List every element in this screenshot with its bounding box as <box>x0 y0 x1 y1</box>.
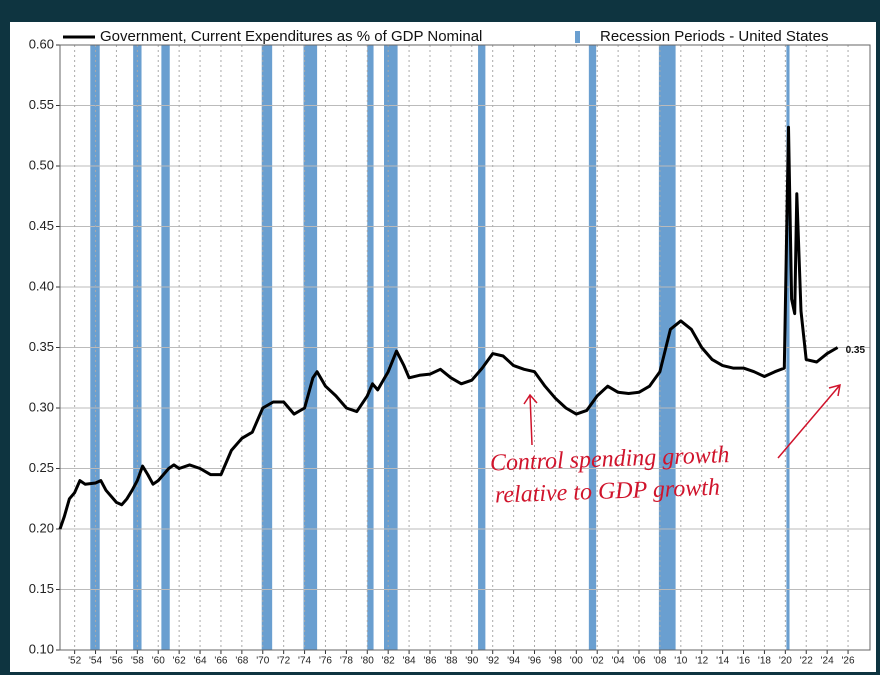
x-tick-label: '64 <box>194 656 207 667</box>
x-tick-label: '22 <box>800 656 813 667</box>
x-tick-label: '96 <box>528 656 541 667</box>
x-tick-label: '52 <box>68 656 81 667</box>
x-tick-label: '00 <box>570 656 583 667</box>
x-tick-label: '14 <box>716 656 729 667</box>
x-tick-label: '72 <box>277 656 290 667</box>
x-tick-label: '60 <box>152 656 165 667</box>
x-tick-label: '20 <box>779 656 792 667</box>
x-tick-label: '26 <box>842 656 855 667</box>
y-tick-label: 0.45 <box>29 218 54 233</box>
x-tick-label: '86 <box>423 656 436 667</box>
series-line <box>58 125 839 530</box>
annotation-arrow <box>777 383 841 459</box>
x-tick-label: '24 <box>821 656 834 667</box>
x-tick-label: '18 <box>758 656 771 667</box>
x-tick-label: '16 <box>737 656 750 667</box>
end-value-label: 0.35 <box>846 345 866 356</box>
x-tick-label: '56 <box>110 656 123 667</box>
plot-frame <box>59 44 871 651</box>
lines <box>58 44 871 651</box>
x-tick-label: '88 <box>444 656 457 667</box>
legend-band-swatch <box>575 31 580 43</box>
x-tick-label: '12 <box>695 656 708 667</box>
x-tick-label: '84 <box>403 656 416 667</box>
y-tick-label: 0.10 <box>29 641 54 656</box>
x-tick-label: '10 <box>674 656 687 667</box>
x-tick-label: '58 <box>131 656 144 667</box>
legend-label: Recession Periods - United States <box>600 28 828 45</box>
x-tick-label: '94 <box>507 656 520 667</box>
x-tick-label: '62 <box>173 656 186 667</box>
x-tick-label: '74 <box>298 656 311 667</box>
y-tick-label: 0.50 <box>29 157 54 172</box>
x-tick-label: '68 <box>235 656 248 667</box>
x-tick-label: '66 <box>214 656 227 667</box>
x-tick-label: '54 <box>89 656 102 667</box>
y-tick-label: 0.55 <box>29 97 54 112</box>
x-tick-label: '76 <box>319 656 332 667</box>
x-tick-label: '90 <box>465 656 478 667</box>
y-tick-label: 0.40 <box>29 278 54 293</box>
x-tick-label: '08 <box>653 656 666 667</box>
annotation-arrow <box>523 393 538 446</box>
y-tick-label: 0.60 <box>29 36 54 51</box>
x-tick-label: '82 <box>382 656 395 667</box>
x-tick-label: '98 <box>549 656 562 667</box>
y-tick-label: 0.20 <box>29 520 54 535</box>
x-tick-label: '78 <box>340 656 353 667</box>
y-tick-label: 0.15 <box>29 581 54 596</box>
x-tick-label: '06 <box>632 656 645 667</box>
y-tick-label: 0.30 <box>29 399 54 414</box>
x-tick-label: '70 <box>256 656 269 667</box>
x-tick-label: '92 <box>486 656 499 667</box>
x-tick-label: '02 <box>591 656 604 667</box>
x-tick-label: '04 <box>612 656 625 667</box>
y-tick-label: 0.25 <box>29 460 54 475</box>
y-tick-label: 0.35 <box>29 339 54 354</box>
x-tick-label: '80 <box>361 656 374 667</box>
legend-label: Government, Current Expenditures as % of… <box>100 28 482 45</box>
